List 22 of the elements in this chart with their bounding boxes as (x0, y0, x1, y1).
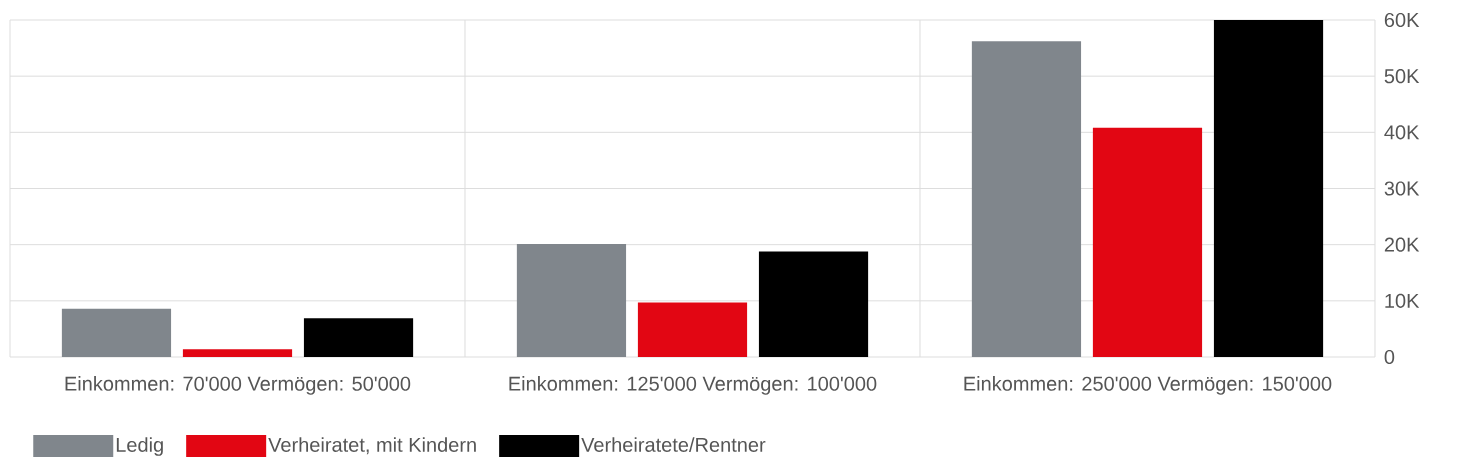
y-tick-label: 30K (1384, 181, 1420, 196)
bar (1213, 20, 1324, 357)
x-tick-label: Einkommen: 250'000 Vermögen: 150'000 (964, 376, 1332, 395)
bar (758, 251, 869, 357)
legend-label: Ledig (116, 437, 163, 456)
bar (61, 308, 172, 357)
bar (971, 41, 1082, 357)
y-tick-label: 10K (1385, 293, 1420, 308)
y-tick-label: 20K (1384, 237, 1420, 252)
x-tick-label: Einkommen: 125'000 Vermögen: 100'000 (509, 376, 877, 395)
bar (637, 302, 748, 357)
y-tick-label: 60K (1384, 12, 1420, 28)
bar (182, 349, 293, 357)
y-tick-label: 0 (1384, 349, 1395, 365)
y-tick-label: 50K (1384, 69, 1420, 84)
bar (516, 244, 627, 357)
bar (1092, 127, 1203, 357)
bar (303, 318, 414, 357)
legend-label: Verheiratet, mit Kindern (268, 437, 476, 455)
x-tick-label: Einkommen: 70'000 Vermögen: 50'000 (65, 376, 411, 395)
y-tick-label: 40K (1384, 125, 1420, 140)
legend-label: Verheiratete/Rentner (581, 437, 766, 452)
